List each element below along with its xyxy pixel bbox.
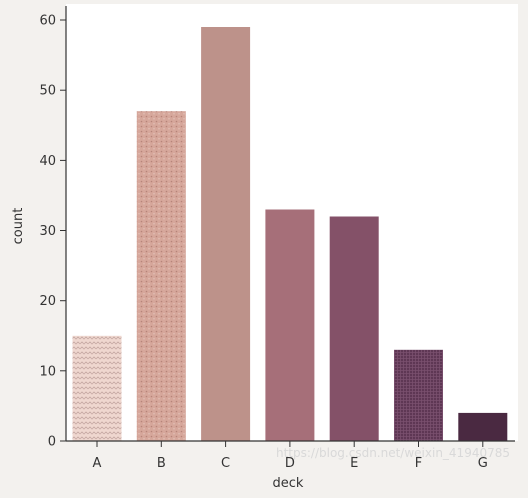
watermark: https://blog.csdn.net/weixin_41940785 (276, 446, 510, 460)
y-tick-label-20: 20 (39, 294, 56, 309)
y-axis-ticks: 0 10 20 30 40 50 60 (39, 14, 66, 450)
x-tick-label-a: A (93, 456, 102, 471)
bars-group (72, 27, 508, 441)
bar-c (201, 27, 251, 441)
y-axis-label: count (11, 208, 26, 245)
y-tick-label-30: 30 (39, 224, 56, 239)
y-tick-label-50: 50 (39, 84, 56, 99)
x-tick-label-f: F (415, 456, 422, 471)
x-tick-label-c: C (221, 456, 230, 471)
x-tick-label-g: G (478, 456, 488, 471)
x-tick-label-e: E (350, 456, 358, 471)
bar-f (394, 349, 443, 441)
bar-b (136, 111, 186, 441)
bar-g (458, 412, 508, 441)
x-axis-ticks: A B C D E F G (93, 441, 488, 471)
bar-a (72, 335, 122, 441)
y-tick-label-60: 60 (39, 14, 56, 29)
x-tick-label-d: D (285, 456, 295, 471)
bar-e (329, 216, 379, 441)
x-tick-label-b: B (157, 456, 166, 471)
bar-d (265, 209, 315, 441)
x-axis-label: deck (273, 476, 304, 491)
y-tick-label-10: 10 (39, 364, 56, 379)
y-tick-label-40: 40 (39, 154, 56, 169)
y-tick-label-0: 0 (48, 435, 56, 450)
